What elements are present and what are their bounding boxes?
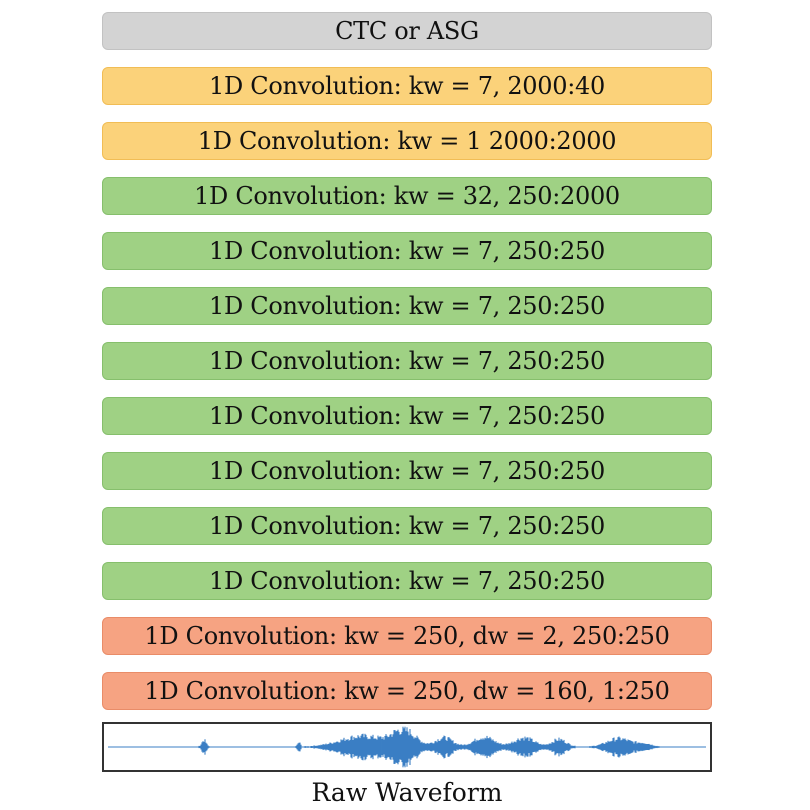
- layer-conv-8: 1D Convolution: kw = 7, 250:250: [102, 452, 712, 490]
- layer-conv-5: 1D Convolution: kw = 7, 250:250: [102, 287, 712, 325]
- waveform-panel: [102, 722, 712, 772]
- layer-conv-3: 1D Convolution: kw = 32, 250:2000: [102, 177, 712, 215]
- layer-conv-9: 1D Convolution: kw = 7, 250:250: [102, 507, 712, 545]
- layer-conv-6: 1D Convolution: kw = 7, 250:250: [102, 342, 712, 380]
- layer-conv-7: 1D Convolution: kw = 7, 250:250: [102, 397, 712, 435]
- layer-conv-strided: 1D Convolution: kw = 250, dw = 2, 250:25…: [102, 617, 712, 655]
- layer-ctc-or-asg: CTC or ASG: [102, 12, 712, 50]
- layer-conv-1: 1D Convolution: kw = 7, 2000:40: [102, 67, 712, 105]
- waveform-graphic: [108, 726, 706, 768]
- layer-conv-10: 1D Convolution: kw = 7, 250:250: [102, 562, 712, 600]
- layer-conv-input: 1D Convolution: kw = 250, dw = 160, 1:25…: [102, 672, 712, 710]
- layer-stack: CTC or ASG 1D Convolution: kw = 7, 2000:…: [102, 12, 712, 727]
- layer-conv-2: 1D Convolution: kw = 1 2000:2000: [102, 122, 712, 160]
- waveform-label: Raw Waveform: [311, 778, 503, 807]
- layer-conv-4: 1D Convolution: kw = 7, 250:250: [102, 232, 712, 270]
